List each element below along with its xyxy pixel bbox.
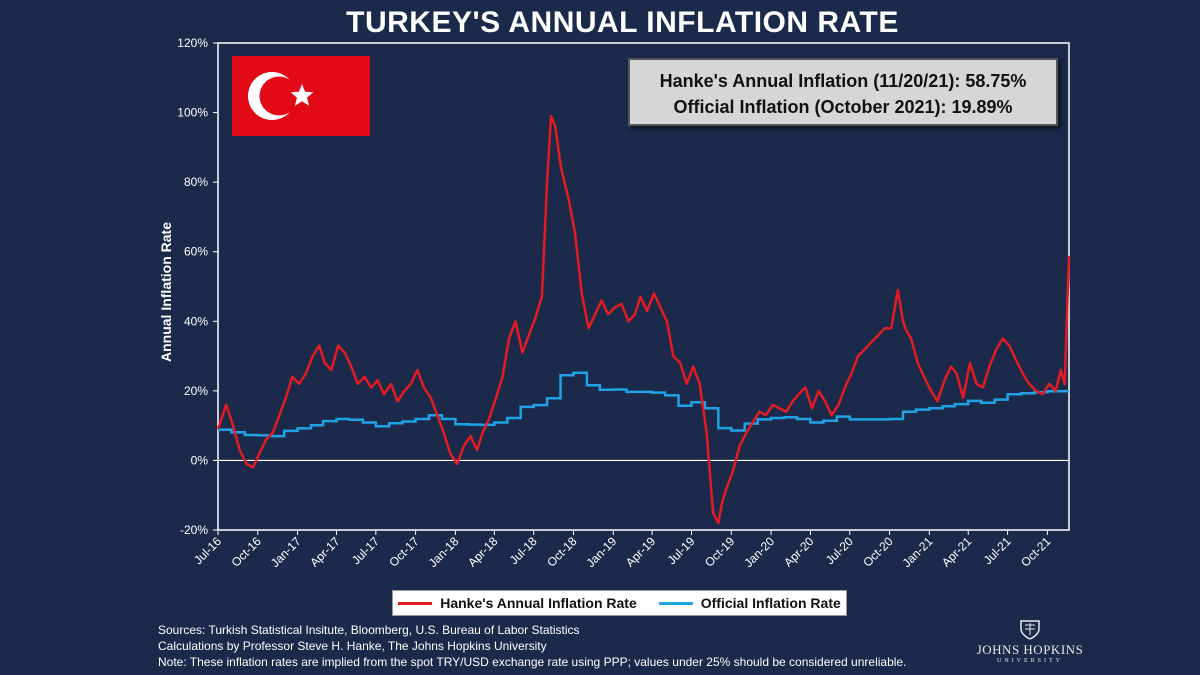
legend-label-official: Official Inflation Rate bbox=[700, 595, 841, 611]
johns-hopkins-logo: JOHNS HOPKINS UNIVERSITY bbox=[975, 620, 1085, 664]
x-tick-label: Jul-19 bbox=[665, 534, 698, 567]
x-tick-label: Jul-17 bbox=[349, 534, 382, 567]
y-tick-label: 80% bbox=[184, 175, 208, 189]
x-tick-label: Jan-21 bbox=[900, 534, 936, 570]
x-tick-label: Apr-19 bbox=[623, 534, 659, 570]
chart-legend: Hanke's Annual Inflation Rate Official I… bbox=[392, 590, 847, 616]
y-tick-label: 20% bbox=[184, 384, 208, 398]
y-tick-label: 60% bbox=[184, 245, 208, 259]
x-tick-label: Oct-16 bbox=[229, 534, 265, 570]
turkish-flag bbox=[232, 56, 370, 136]
logo-name: JOHNS HOPKINS bbox=[976, 642, 1084, 657]
logo-sub: UNIVERSITY bbox=[997, 658, 1063, 664]
x-tick-label: Oct-18 bbox=[544, 534, 580, 570]
y-axis-label: Annual Inflation Rate bbox=[158, 222, 174, 362]
y-tick-label: 120% bbox=[177, 36, 208, 50]
legend-label-hanke: Hanke's Annual Inflation Rate bbox=[440, 595, 637, 611]
info-line-hanke: Hanke's Annual Inflation (11/20/21): 58.… bbox=[659, 71, 1027, 91]
x-tick-label: Jan-20 bbox=[741, 534, 777, 570]
x-tick-label: Oct-21 bbox=[1018, 534, 1054, 570]
y-tick-label: 0% bbox=[191, 453, 209, 467]
info-line-official: Official Inflation (October 2021): 19.89… bbox=[673, 97, 1013, 117]
y-tick-label: 40% bbox=[184, 314, 208, 328]
x-tick-label: Jan-18 bbox=[426, 534, 462, 570]
footer-calculations: Calculations by Professor Steve H. Hanke… bbox=[158, 639, 547, 653]
footer-sources: Sources: Turkish Statistical Insitute, B… bbox=[158, 623, 580, 637]
chart-title: TURKEY'S ANNUAL INFLATION RATE bbox=[346, 6, 899, 39]
footer-note: Note: These inflation rates are implied … bbox=[158, 655, 907, 669]
flag-crescent-inner bbox=[259, 76, 299, 116]
legend-item-official: Official Inflation Rate bbox=[658, 595, 841, 611]
x-tick-label: Jan-19 bbox=[583, 534, 619, 570]
x-tick-label: Jul-16 bbox=[191, 534, 224, 567]
x-tick-label: Apr-17 bbox=[307, 534, 343, 570]
series-line-hanke bbox=[216, 114, 1071, 525]
x-tick-label: Jan-17 bbox=[268, 534, 304, 570]
x-tick-label: Oct-19 bbox=[702, 534, 738, 570]
x-tick-label: Jul-18 bbox=[507, 534, 540, 567]
legend-swatch-hanke bbox=[398, 601, 433, 605]
x-tick-label: Apr-20 bbox=[781, 534, 817, 570]
series-line-official bbox=[218, 371, 1069, 438]
x-tick-label: Apr-21 bbox=[939, 534, 975, 570]
x-tick-label: Jul-21 bbox=[981, 534, 1014, 567]
x-tick-label: Apr-18 bbox=[465, 534, 501, 570]
shield-icon bbox=[1020, 620, 1040, 640]
y-tick-label: -20% bbox=[180, 523, 208, 537]
y-tick-label: 100% bbox=[177, 106, 208, 120]
legend-swatch-official bbox=[658, 601, 693, 605]
x-tick-label: Jul-20 bbox=[823, 534, 856, 567]
legend-item-hanke: Hanke's Annual Inflation Rate bbox=[398, 595, 637, 611]
x-tick-label: Oct-17 bbox=[386, 534, 422, 570]
x-tick-label: Oct-20 bbox=[860, 534, 896, 570]
inflation-info-box: Hanke's Annual Inflation (11/20/21): 58.… bbox=[628, 58, 1058, 126]
footer-notes: Sources: Turkish Statistical Insitute, B… bbox=[158, 622, 906, 670]
flag-star bbox=[290, 84, 314, 106]
